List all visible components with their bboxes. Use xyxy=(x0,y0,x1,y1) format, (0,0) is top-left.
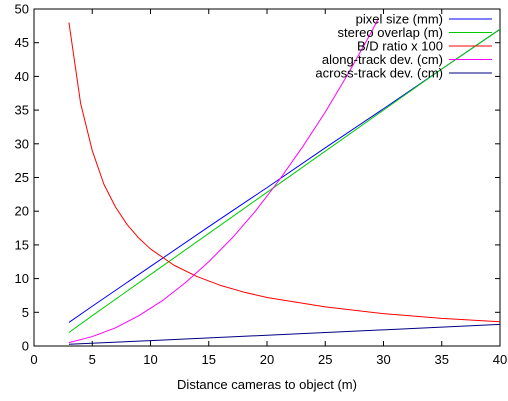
x-axis-label: Distance cameras to object (m) xyxy=(177,377,357,392)
x-tick-label: 0 xyxy=(30,352,37,367)
legend-label-1: pixel size (mm) xyxy=(356,12,443,27)
series-line-4 xyxy=(68,19,379,344)
y-tick-label: 30 xyxy=(15,136,29,151)
x-tick-label: 15 xyxy=(202,352,216,367)
series-line-2 xyxy=(68,28,500,333)
x-tick-label: 20 xyxy=(260,352,274,367)
series-layer xyxy=(68,19,500,345)
x-tick-label: 25 xyxy=(318,352,332,367)
y-tick-label: 45 xyxy=(15,35,29,50)
series-line-3 xyxy=(68,22,500,323)
y-tick-label: 20 xyxy=(15,204,29,219)
x-tick-label: 40 xyxy=(493,352,507,367)
y-tick-label: 5 xyxy=(22,305,29,320)
ticks-layer: 0 5 10 15 20 25 30 35 40 0 5 10 15 20 25 30 35 40 45 50 xyxy=(15,2,508,368)
x-tick-label: 30 xyxy=(376,352,390,367)
y-tick-label: 15 xyxy=(15,237,29,252)
y-tick-label: 10 xyxy=(15,271,29,286)
y-tick-label: 50 xyxy=(15,2,29,17)
y-tick-label: 25 xyxy=(15,170,29,185)
x-tick-label: 10 xyxy=(143,352,157,367)
y-tick-label: 35 xyxy=(15,103,29,118)
legend-label-3: B/D ratio x 100 xyxy=(357,39,443,54)
x-tick-label: 5 xyxy=(89,352,96,367)
x-tick-label: 35 xyxy=(435,352,449,367)
y-tick-label: 40 xyxy=(15,69,29,84)
legend: pixel size (mm)stereo overlap (m)B/D rat… xyxy=(315,12,492,81)
legend-label-2: stereo overlap (m) xyxy=(338,25,443,40)
legend-label-5: across-track dev. (cm) xyxy=(315,66,443,81)
series-line-5 xyxy=(68,323,500,345)
y-tick-label: 0 xyxy=(22,339,29,354)
legend-label-4: along-track dev. (cm) xyxy=(322,52,443,67)
